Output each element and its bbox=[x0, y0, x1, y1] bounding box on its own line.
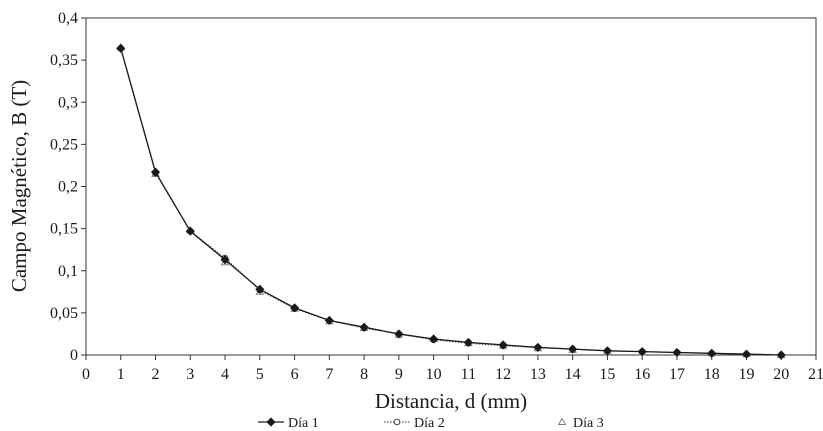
x-tick-label: 10 bbox=[426, 366, 442, 383]
x-tick-label: 11 bbox=[461, 366, 476, 383]
x-tick-label: 13 bbox=[530, 366, 546, 383]
x-tick-label: 9 bbox=[395, 366, 403, 383]
x-tick-label: 18 bbox=[704, 366, 720, 383]
legend: Día 1 Día 2 Día 3 bbox=[258, 416, 604, 431]
series-1-point bbox=[150, 167, 161, 177]
y-tick-label: 0,35 bbox=[50, 52, 78, 69]
series-1 bbox=[116, 43, 786, 360]
series-1-point bbox=[116, 43, 126, 53]
legend-marker bbox=[393, 418, 401, 426]
series-1-point bbox=[707, 348, 717, 358]
y-tick-label: 0,2 bbox=[58, 179, 78, 196]
y-tick-label: 0,1 bbox=[58, 263, 78, 280]
x-tick-label: 3 bbox=[186, 366, 194, 383]
series-1-point bbox=[463, 337, 473, 347]
legend-item-3: Día 3 bbox=[557, 416, 604, 431]
series-1-point bbox=[185, 226, 195, 236]
x-tick-label: 7 bbox=[325, 366, 333, 383]
x-tick-label: 14 bbox=[565, 366, 581, 383]
x-tick-label: 12 bbox=[495, 366, 511, 383]
x-tick-label: 21 bbox=[808, 366, 823, 383]
legend-marker bbox=[266, 417, 276, 427]
legend-label: Día 2 bbox=[414, 416, 445, 431]
series-layer bbox=[116, 43, 786, 360]
y-tick-label: 0,3 bbox=[58, 94, 78, 111]
x-tick-label: 2 bbox=[152, 366, 160, 383]
plot-area bbox=[85, 17, 817, 356]
x-tick-label: 16 bbox=[634, 366, 650, 383]
series-1-point bbox=[394, 329, 404, 339]
x-tick-label: 19 bbox=[738, 366, 754, 383]
y-tick-label: 0,25 bbox=[50, 136, 78, 153]
x-tick-label: 6 bbox=[291, 366, 299, 383]
x-tick-label: 4 bbox=[221, 366, 229, 383]
legend-label: Día 1 bbox=[288, 416, 319, 431]
y-axis-ticks: 0 0,05 0,1 0,15 0,2 0,25 0,3 0,35 0,4 bbox=[50, 10, 86, 364]
legend-item-1: Día 1 bbox=[258, 416, 319, 431]
series-1-point bbox=[255, 284, 265, 294]
legend-marker bbox=[557, 417, 567, 425]
x-tick-label: 0 bbox=[82, 366, 90, 383]
series-1-point bbox=[429, 334, 439, 344]
x-tick-label: 17 bbox=[669, 366, 685, 383]
series-1-point bbox=[637, 347, 647, 357]
series-1-point bbox=[776, 350, 786, 360]
series-1-point bbox=[602, 346, 612, 356]
series-1-point bbox=[324, 315, 334, 326]
y-tick-label: 0 bbox=[70, 347, 78, 364]
series-1-point bbox=[220, 255, 230, 265]
series-1-line bbox=[120, 48, 782, 356]
y-tick-label: 0,05 bbox=[50, 305, 78, 322]
x-tick-label: 8 bbox=[360, 366, 368, 383]
x-tick-label: 1 bbox=[117, 366, 125, 383]
series-1-point bbox=[672, 347, 682, 358]
series-1-point bbox=[498, 340, 508, 350]
series-1-point bbox=[290, 303, 300, 313]
series-1-point bbox=[359, 322, 369, 332]
x-tick-label: 5 bbox=[256, 366, 264, 383]
series-1-point bbox=[568, 344, 578, 354]
x-tick-label: 15 bbox=[599, 366, 615, 383]
x-axis-title: Distancia, d (mm) bbox=[375, 389, 527, 413]
y-tick-label: 0,15 bbox=[50, 221, 78, 238]
y-axis-title: Campo Magnético, B (T) bbox=[7, 80, 31, 292]
series-1-point bbox=[533, 342, 543, 352]
y-tick-label: 0,4 bbox=[58, 10, 78, 27]
legend-item-2: Día 2 bbox=[384, 416, 445, 431]
x-axis-ticks: 0 1 2 3 4 5 6 7 8 9 10 11 12 13 14 15 16 17 18 19 20 21 bbox=[82, 355, 823, 383]
x-tick-label: 20 bbox=[773, 366, 789, 383]
series-1-point bbox=[741, 349, 752, 359]
legend-label: Día 3 bbox=[573, 416, 604, 431]
